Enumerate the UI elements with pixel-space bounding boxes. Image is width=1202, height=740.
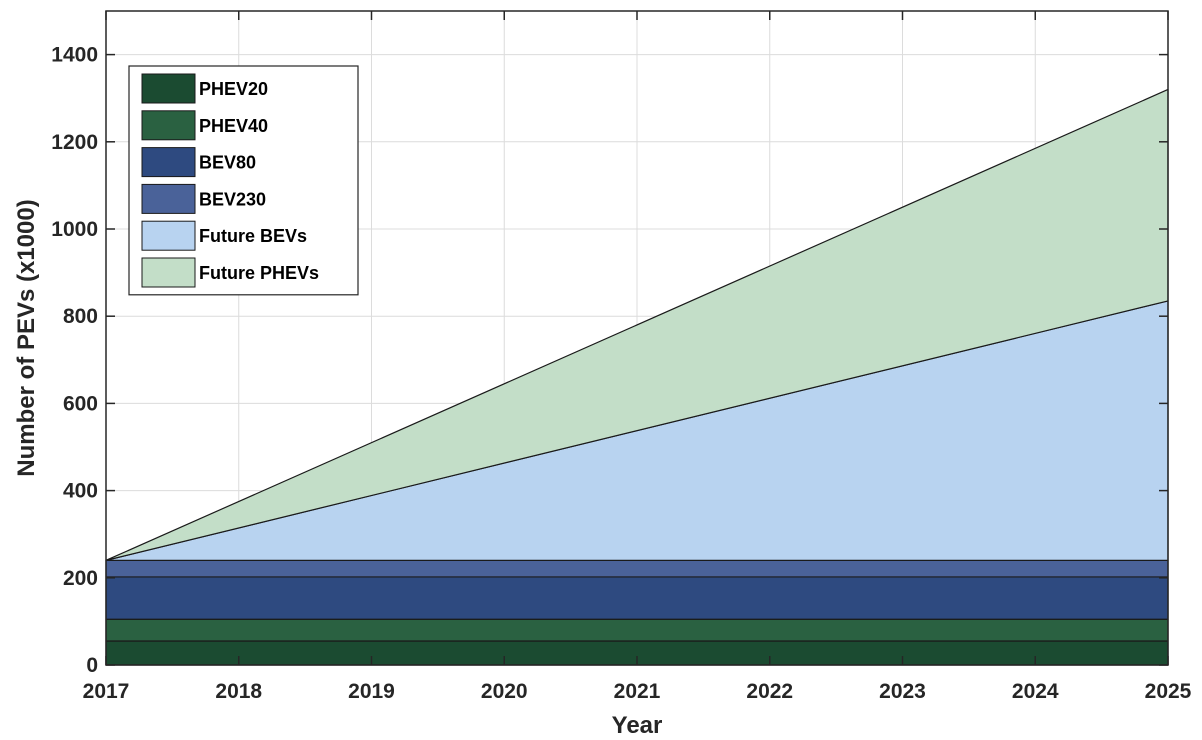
y-tick-label: 400 (63, 480, 98, 503)
legend-swatch (141, 257, 196, 288)
legend-swatch (141, 110, 196, 141)
x-tick-label: 2020 (481, 680, 528, 703)
x-tick-label: 2025 (1145, 680, 1192, 703)
area-phev40 (105, 618, 1169, 642)
y-tick-label: 600 (63, 392, 98, 415)
legend-label: BEV230 (199, 189, 266, 209)
y-tick-label: 1400 (51, 44, 98, 67)
legend-label: BEV80 (199, 153, 256, 173)
legend-label: Future BEVs (199, 226, 307, 246)
x-tick-label: 2022 (746, 680, 793, 703)
x-tick-label: 2018 (215, 680, 262, 703)
legend-box (128, 65, 359, 296)
legend-label: Future PHEVs (199, 263, 319, 283)
x-tick-label: 2021 (614, 680, 661, 703)
x-tick-label: 2023 (879, 680, 926, 703)
legend: PHEV20 PHEV40 BEV80 BEV230 Future BEVs Future… (128, 65, 359, 296)
legend-swatch (141, 220, 196, 251)
x-tick-label: 2019 (348, 680, 395, 703)
y-tick-label: 1200 (51, 131, 98, 154)
legend-swatch (141, 183, 196, 214)
axis-ticks: 2017 2018 2019 2020 2021 2022 2023 2024 2025 0 200… (51, 11, 1192, 703)
y-tick-label: 0 (86, 654, 98, 677)
legend-swatch (141, 147, 196, 178)
y-tick-label: 1000 (51, 218, 98, 241)
legend-swatch (141, 73, 196, 104)
y-tick-label: 800 (63, 305, 98, 328)
legend-label: PHEV20 (199, 79, 268, 99)
y-tick-label: 200 (63, 567, 98, 590)
x-tick-label: 2024 (1012, 680, 1059, 703)
x-axis-label: Year (612, 712, 663, 739)
area-bev230 (105, 559, 1169, 578)
area-bev80 (105, 576, 1169, 620)
y-axis-label: Number of PEVs (x1000) (13, 199, 40, 476)
legend-label: PHEV40 (199, 116, 268, 136)
x-tick-label: 2017 (83, 680, 130, 703)
